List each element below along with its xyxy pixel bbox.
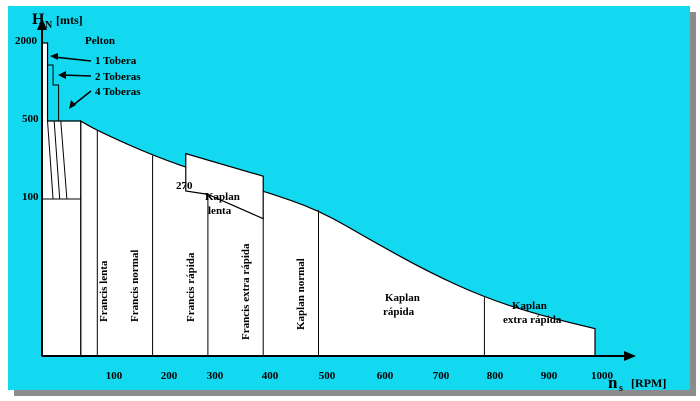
- label-tobera-1: 1 Tobera: [95, 55, 137, 67]
- arrow-toberas-2: [61, 74, 92, 77]
- label-kaplan-normal: Kaplan normal: [295, 258, 307, 330]
- x-tick-800: 800: [487, 370, 504, 382]
- kaplan-lenta-region: [185, 152, 264, 220]
- y-axis-label-unit: [mts]: [56, 13, 83, 27]
- y-tick-100: 100: [22, 191, 39, 203]
- label-kaplan-lenta-1: Kaplan: [205, 191, 240, 203]
- arrowhead-toberas-4: [69, 100, 76, 109]
- label-kaplan-lenta-2: lenta: [208, 205, 232, 217]
- x-axis-label-sub: s: [619, 383, 623, 394]
- x-axis-label-main: n: [608, 373, 618, 392]
- label-francis-normal: Francis normal: [129, 250, 141, 322]
- plot-area: [41, 42, 596, 357]
- label-francis-lenta: Francis lenta: [98, 260, 110, 322]
- y-axis-label-main: H: [32, 11, 45, 28]
- label-kaplan-rapida-2: rápida: [383, 306, 415, 318]
- x-tick-400: 400: [262, 370, 279, 382]
- y-axis-label-sub: N: [45, 20, 53, 31]
- y-tick-2000: 2000: [15, 35, 38, 47]
- label-kaplan-extra-2: extra rápida: [503, 314, 562, 326]
- x-tick-300: 300: [207, 370, 224, 382]
- label-pelton: Pelton: [85, 35, 115, 47]
- arrow-toberas-4: [71, 90, 92, 107]
- label-toberas-4: 4 Toberas: [95, 86, 141, 98]
- x-axis-arrow: [624, 351, 636, 361]
- x-axis-label-unit: [RPM]: [631, 376, 666, 390]
- pelton-line-3: [60, 120, 68, 200]
- label-francis-rapida: Francis rápida: [185, 252, 197, 322]
- x-tick-700: 700: [433, 370, 450, 382]
- x-tick-500: 500: [319, 370, 336, 382]
- y-axis-arrow: [37, 18, 47, 30]
- x-tick-200: 200: [161, 370, 178, 382]
- x-tick-1000: 1000: [591, 370, 614, 382]
- pelton-line-1: [47, 120, 54, 200]
- pelton-line-2: [53, 120, 61, 200]
- label-kaplan-rapida-1: Kaplan: [385, 292, 420, 304]
- y-tick-500: 500: [22, 113, 39, 125]
- x-ticks: 100 200 300 400 500 600 700 800 900 1000: [106, 370, 614, 382]
- pelton-steps: [47, 43, 60, 121]
- x-tick-100: 100: [106, 370, 123, 382]
- label-toberas-2: 2 Toberas: [95, 71, 141, 83]
- label-kaplan-extra-1: Kaplan: [512, 300, 547, 312]
- arrowhead-tobera-1: [50, 53, 58, 60]
- label-kaplan-270: 270: [176, 180, 193, 192]
- arrow-tobera-1: [53, 56, 92, 62]
- x-tick-600: 600: [377, 370, 394, 382]
- arrowhead-toberas-2: [58, 71, 66, 79]
- label-francis-extra-rapida: Francis extra rápida: [240, 243, 252, 340]
- x-tick-900: 900: [541, 370, 558, 382]
